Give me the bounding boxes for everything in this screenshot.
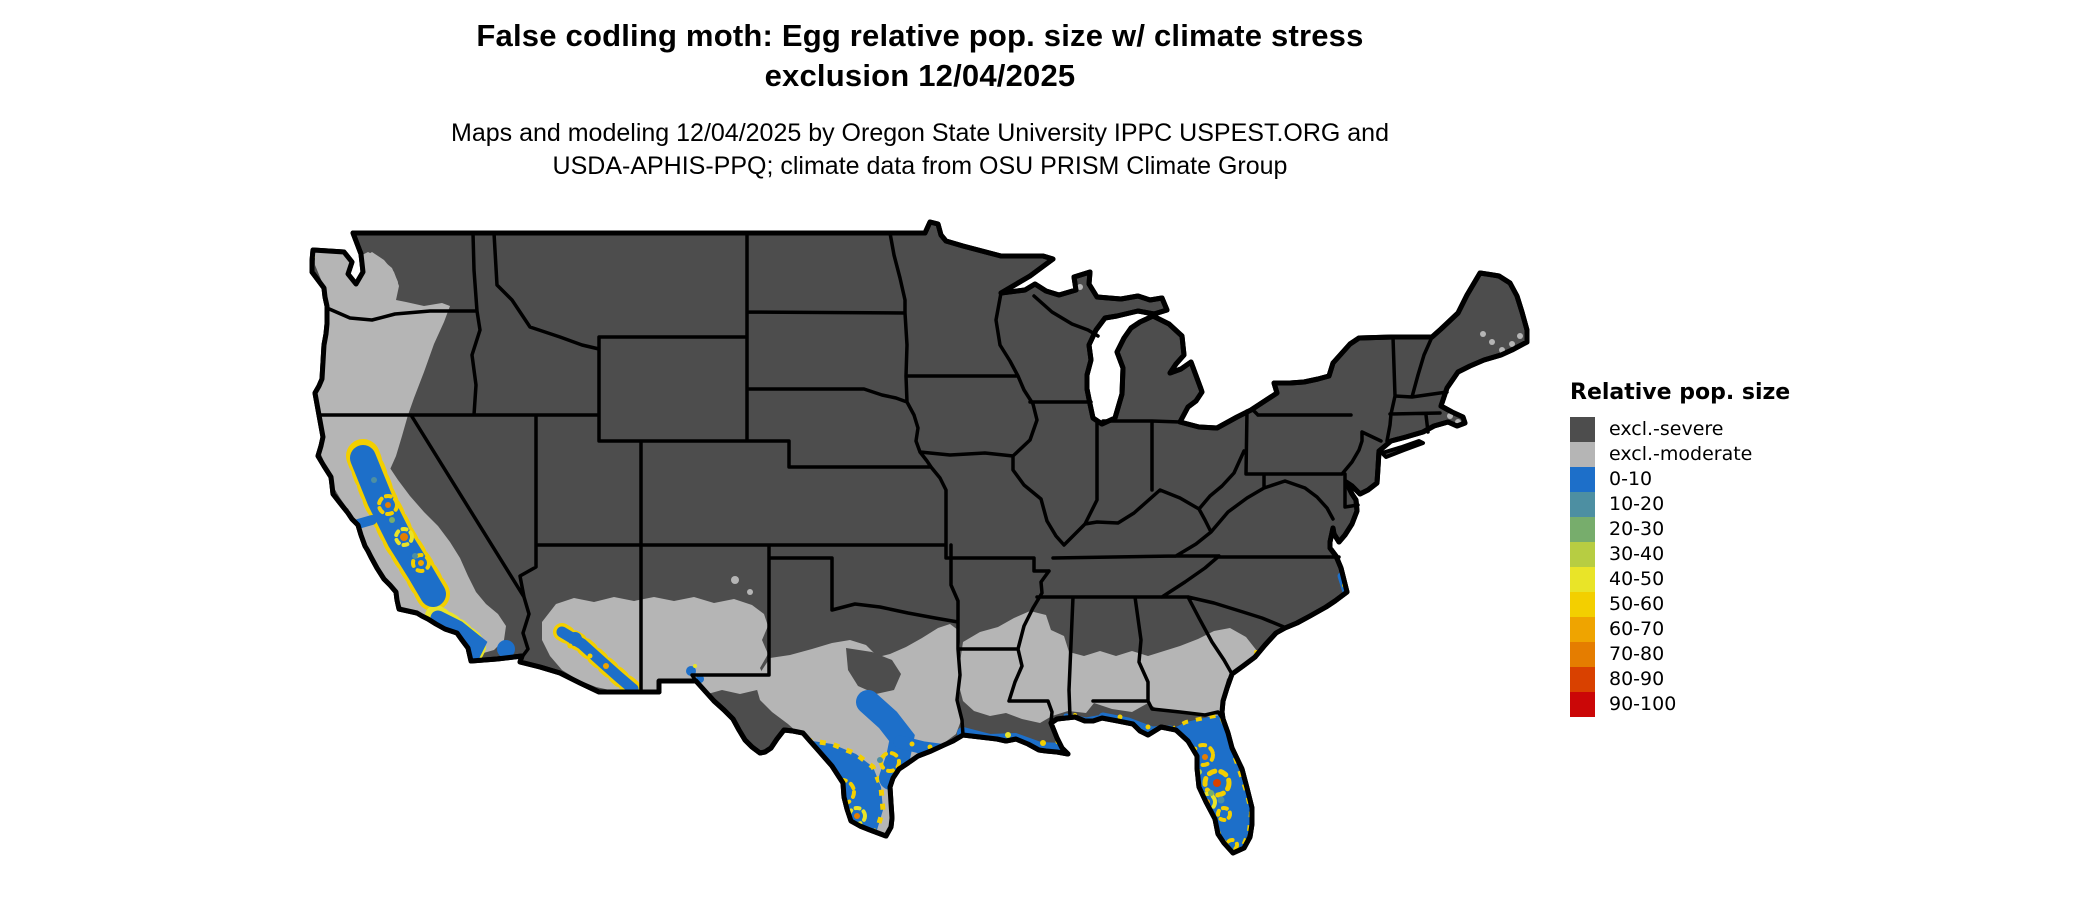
legend-item: 60-70 bbox=[1570, 617, 1990, 642]
legend-label: 60-70 bbox=[1609, 618, 1665, 640]
long-island bbox=[1380, 439, 1425, 459]
yellow-dot bbox=[1005, 732, 1011, 738]
subtitle-line-1: Maps and modeling 12/04/2025 by Oregon S… bbox=[451, 119, 1389, 147]
region-moderate-gulf-southeast bbox=[958, 611, 1257, 723]
legend-item: excl.-severe bbox=[1570, 417, 1990, 442]
title-line-1: False codling moth: Egg relative pop. si… bbox=[476, 18, 1364, 53]
region-moderate-maine-coast-speck bbox=[1509, 341, 1515, 347]
speckle-ring bbox=[377, 494, 399, 516]
legend-label: 90-100 bbox=[1609, 693, 1677, 715]
legend-label: 10-20 bbox=[1609, 493, 1665, 515]
legend-item: 50-60 bbox=[1570, 592, 1990, 617]
legend: Relative pop. size excl.-severe excl.-mod… bbox=[1570, 381, 1990, 717]
yellow-dot bbox=[1145, 724, 1151, 730]
region-blue-keys bbox=[1235, 864, 1240, 869]
region-moderate-maine-coast-speck bbox=[1517, 333, 1523, 339]
region-blue-keys bbox=[1218, 860, 1223, 865]
yellow-dot bbox=[1040, 740, 1046, 746]
region-blue-imperial-valley bbox=[497, 640, 515, 658]
legend-label: excl.-moderate bbox=[1609, 443, 1753, 465]
legend-item: 40-50 bbox=[1570, 567, 1990, 592]
legend-label: 80-90 bbox=[1609, 668, 1665, 690]
region-blue-phoenix bbox=[568, 632, 582, 646]
legend-swatch bbox=[1570, 642, 1595, 667]
red-dot bbox=[1213, 779, 1221, 787]
legend-item: 70-80 bbox=[1570, 642, 1990, 667]
speckle-ring bbox=[1216, 806, 1232, 822]
legend-swatch bbox=[1570, 492, 1595, 517]
orange-dot bbox=[400, 533, 408, 541]
orange-dot bbox=[854, 813, 860, 819]
legend-swatch bbox=[1570, 592, 1595, 617]
subtitle-line-2: USDA-APHIS-PPQ; climate data from OSU PR… bbox=[552, 152, 1288, 180]
teal-dot bbox=[412, 553, 418, 559]
region-blue-socal bbox=[430, 610, 488, 664]
region-blue-sfbay bbox=[353, 515, 377, 529]
region-blue-keys bbox=[1226, 862, 1231, 867]
green-dot bbox=[389, 517, 395, 523]
page-title: False codling moth: Egg relative pop. si… bbox=[0, 16, 1840, 96]
legend-item: excl.-moderate bbox=[1570, 442, 1990, 467]
teal-dot bbox=[371, 477, 377, 483]
legend-label: 0-10 bbox=[1609, 468, 1653, 490]
legend-swatch bbox=[1570, 692, 1595, 717]
teal-dot bbox=[1217, 796, 1225, 804]
speckle-ring bbox=[1202, 768, 1232, 798]
region-moderate-arizona-newmexico bbox=[542, 597, 768, 695]
legend-swatch bbox=[1570, 417, 1595, 442]
legend-item: 80-90 bbox=[1570, 667, 1990, 692]
legend-item: 30-40 bbox=[1570, 542, 1990, 567]
yellow-dot bbox=[319, 238, 323, 242]
orange-dot bbox=[1202, 754, 1208, 760]
page-subtitle: Maps and modeling 12/04/2025 by Oregon S… bbox=[0, 117, 1840, 183]
legend-item: 90-100 bbox=[1570, 692, 1990, 717]
legend-swatch bbox=[1570, 442, 1595, 467]
yellow-dot bbox=[909, 741, 915, 747]
yellow-dot bbox=[587, 653, 593, 659]
region-moderate-maine-coast-speck bbox=[1480, 331, 1486, 337]
orange-dot bbox=[418, 560, 424, 566]
legend-items: excl.-severe excl.-moderate 0-10 10-20 20-30… bbox=[1570, 417, 1990, 717]
legend-swatch bbox=[1570, 617, 1595, 642]
legend-swatch bbox=[1570, 467, 1595, 492]
legend-item: 0-10 bbox=[1570, 467, 1990, 492]
legend-label: 70-80 bbox=[1609, 643, 1665, 665]
region-moderate-south-texas bbox=[756, 624, 962, 840]
yellow-dot bbox=[693, 664, 697, 668]
us-map bbox=[309, 219, 1530, 869]
speckle-ring bbox=[394, 527, 414, 547]
region-moderate-upper-michigan-speck bbox=[1077, 284, 1083, 290]
orange-dot bbox=[603, 663, 609, 669]
legend-label: excl.-severe bbox=[1609, 418, 1724, 440]
legend-label: 50-60 bbox=[1609, 593, 1665, 615]
region-blue-central-valley bbox=[350, 445, 446, 607]
legend-item: 20-30 bbox=[1570, 517, 1990, 542]
header: False codling moth: Egg relative pop. si… bbox=[0, 16, 1840, 183]
green-dot bbox=[1208, 790, 1214, 796]
region-moderate-maine-coast-speck bbox=[1489, 339, 1495, 345]
legend-label: 30-40 bbox=[1609, 543, 1665, 565]
orange-dot bbox=[385, 502, 391, 508]
title-line-2: exclusion 12/04/2025 bbox=[764, 58, 1076, 93]
yellow-dot bbox=[1230, 862, 1234, 866]
state-borders bbox=[317, 231, 1449, 737]
legend-label: 40-50 bbox=[1609, 568, 1665, 590]
legend-swatch bbox=[1570, 667, 1595, 692]
region-moderate-east-newmexico-speck bbox=[747, 589, 753, 595]
yellow-dot bbox=[1117, 714, 1123, 720]
legend-swatch bbox=[1570, 567, 1595, 592]
legend-label: 20-30 bbox=[1609, 518, 1665, 540]
region-moderate-east-newmexico-speck bbox=[731, 576, 739, 584]
legend-swatch bbox=[1570, 517, 1595, 542]
legend-swatch bbox=[1570, 542, 1595, 567]
coastline-outline bbox=[309, 219, 1530, 856]
legend-item: 10-20 bbox=[1570, 492, 1990, 517]
legend-title: Relative pop. size bbox=[1570, 380, 1791, 405]
region-severe-texas-hillcountry bbox=[846, 648, 901, 694]
teal-dot bbox=[877, 757, 883, 763]
yellow-dot bbox=[567, 643, 573, 649]
speckle-ring bbox=[411, 553, 431, 573]
